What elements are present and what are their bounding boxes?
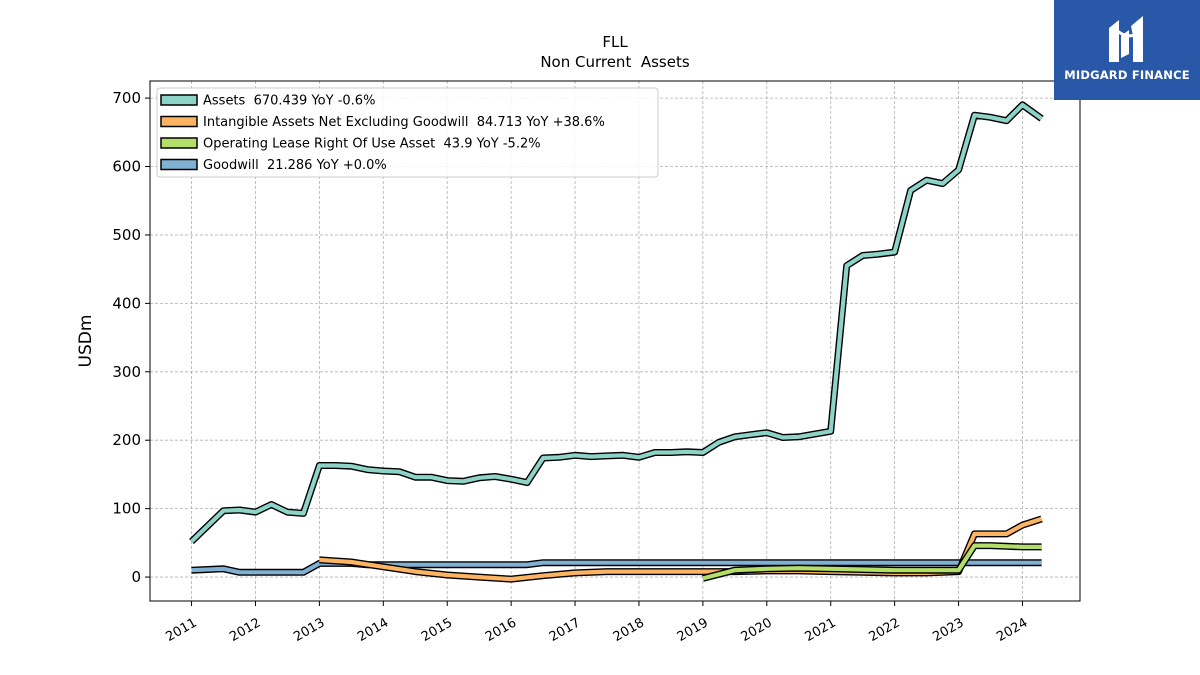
- series-line: [191, 560, 1042, 575]
- legend-label: Operating Lease Right Of Use Asset 43.9 …: [203, 137, 541, 152]
- y-tick-label: 400: [112, 294, 141, 312]
- series-line: [702, 543, 1042, 581]
- y-tick-label: 300: [112, 363, 141, 381]
- x-tick-label: 2012: [227, 615, 263, 645]
- legend-swatch: [160, 158, 198, 171]
- x-tick-label: 2016: [483, 615, 519, 645]
- legend-label: Assets 670.439 YoY -0.6%: [203, 94, 375, 109]
- series-3: [191, 559, 1042, 576]
- x-tick-label: 2017: [547, 615, 583, 645]
- y-tick-label: 200: [112, 431, 141, 449]
- legend: Assets 670.439 YoY -0.6% Intangible Asset…: [156, 87, 659, 178]
- y-axis-label: USDm: [76, 315, 96, 368]
- series-0: [189, 101, 1044, 545]
- y-tick-label: 600: [112, 158, 141, 176]
- y-tick-label: 700: [112, 89, 141, 107]
- x-tick-label: 2013: [291, 615, 327, 645]
- x-tick-label: 2020: [739, 615, 775, 645]
- x-tick-label: 2018: [611, 615, 647, 645]
- x-tick-label: 2021: [803, 615, 839, 645]
- chart-title: FLL: [602, 33, 628, 51]
- y-tick-label: 0: [131, 568, 141, 586]
- brand-logo: MIDGARD FINANCE: [1054, 0, 1200, 100]
- legend-box: [156, 87, 659, 178]
- x-tick-label: 2011: [163, 615, 199, 645]
- y-tick-label: 100: [112, 500, 141, 518]
- x-tick-label: 2022: [866, 615, 902, 645]
- x-tick-label: 2015: [419, 615, 455, 645]
- x-tick-label: 2019: [675, 615, 711, 645]
- midgard-logo-icon: [1109, 16, 1143, 62]
- y-tick-label: 500: [112, 226, 141, 244]
- chart-subtitle: Non Current Assets: [540, 53, 690, 71]
- legend-label: Goodwill 21.286 YoY +0.0%: [203, 158, 387, 173]
- x-tick-label: 2024: [994, 615, 1030, 645]
- logo-text: MIDGARD FINANCE: [1064, 68, 1190, 82]
- series-layer: [189, 101, 1044, 583]
- x-tick-label: 2023: [930, 615, 966, 645]
- x-tick-label: 2014: [355, 615, 391, 645]
- plot-frame: [149, 80, 1081, 602]
- legend-swatch: [160, 137, 198, 149]
- series-2: [702, 542, 1042, 582]
- series-line: [190, 102, 1043, 544]
- legend-swatch: [160, 115, 198, 128]
- legend-swatch: [160, 94, 198, 106]
- legend-label: Intangible Assets Net Excluding Goodwill…: [203, 115, 605, 130]
